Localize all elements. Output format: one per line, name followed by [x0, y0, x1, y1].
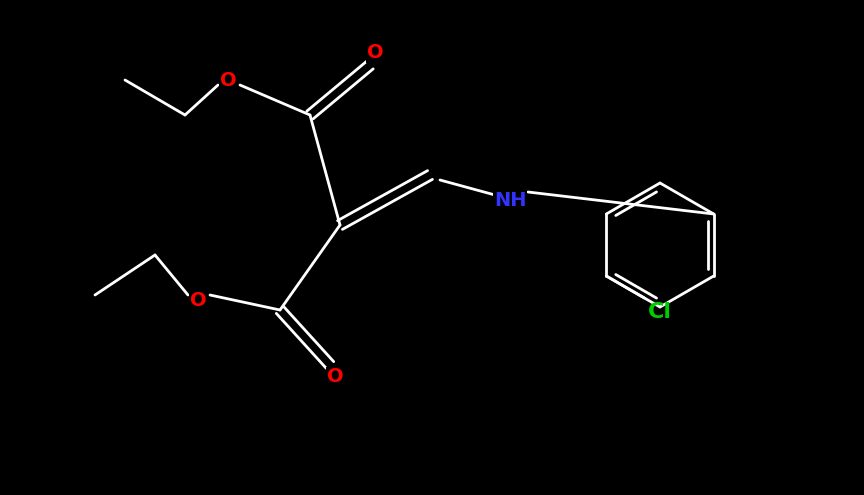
Text: O: O — [327, 367, 343, 387]
Text: O: O — [366, 44, 384, 62]
Text: O: O — [219, 70, 237, 90]
Text: NH: NH — [493, 191, 526, 209]
Text: O: O — [190, 291, 206, 309]
Text: Cl: Cl — [648, 302, 672, 322]
